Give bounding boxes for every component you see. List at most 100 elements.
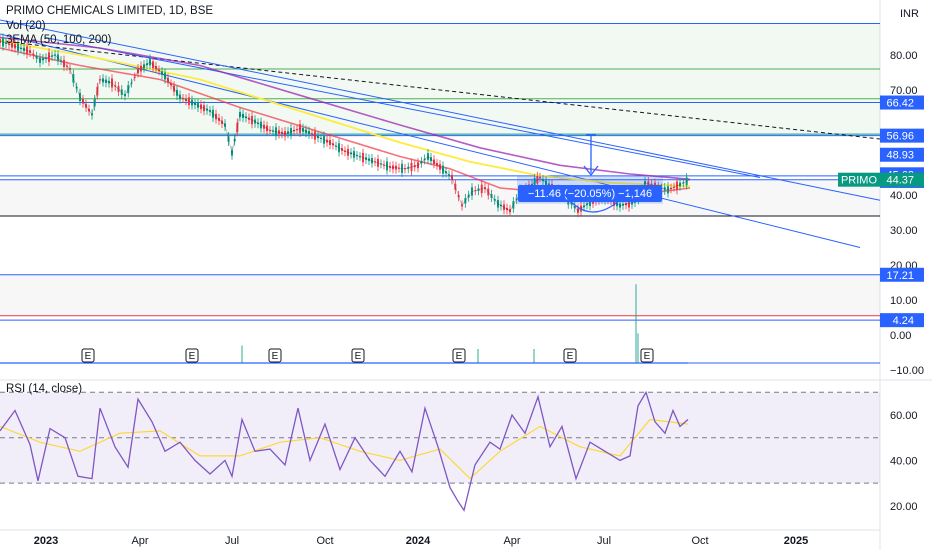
earnings-marker[interactable]: E <box>268 348 282 363</box>
candle-body <box>685 177 688 186</box>
chart-title: PRIMO CHEMICALS LIMITED, 1D, BSE <box>6 5 214 17</box>
candle-body <box>410 162 413 172</box>
price-level-label-bg <box>880 147 924 162</box>
earnings-badge[interactable] <box>351 348 365 363</box>
candle-body <box>586 203 588 206</box>
volume-legend: Vol (20) <box>6 20 46 32</box>
candle-body <box>619 203 621 208</box>
earnings-marker[interactable]: E <box>640 348 654 363</box>
candle-body <box>120 89 123 95</box>
candle-body <box>439 164 441 170</box>
candle-body <box>314 131 316 140</box>
level-layer <box>0 23 880 364</box>
candle-body <box>308 130 310 135</box>
candle-body <box>197 102 199 108</box>
measure-label-text: −11.46 (−20.05%) −1,146 <box>528 188 652 200</box>
price-level-label: 66.42 <box>880 95 924 110</box>
candle-body <box>625 203 627 206</box>
earnings-letter: E <box>567 351 574 362</box>
candle-body <box>26 46 28 55</box>
candle-body <box>404 168 406 170</box>
candle-body <box>194 102 196 106</box>
time-tick-label: 2025 <box>784 535 808 547</box>
earnings-badge[interactable] <box>640 348 654 363</box>
candle-body <box>287 131 289 135</box>
candle-body <box>105 79 107 83</box>
earnings-marker[interactable]: E <box>563 348 577 363</box>
candle-body <box>377 158 379 167</box>
candle-body <box>85 103 87 108</box>
measure-label-bg <box>518 185 662 202</box>
candle-body <box>471 187 473 196</box>
price-tick-label: 0.00 <box>890 330 911 342</box>
price-level-label: 56.96 <box>880 128 924 143</box>
candle-body <box>108 80 110 84</box>
earnings-badge[interactable] <box>563 348 577 363</box>
candle-body <box>616 201 618 207</box>
price-tick-label: 30.00 <box>890 225 918 237</box>
candle-body <box>8 43 10 45</box>
candle-body <box>676 181 678 191</box>
earnings-badge[interactable] <box>452 348 466 363</box>
candle-body <box>484 187 486 189</box>
earnings-badge[interactable] <box>268 348 282 363</box>
candle-body <box>539 176 541 179</box>
price-tick-label: −10.00 <box>890 365 924 377</box>
candle-body <box>91 113 93 116</box>
candle-body <box>130 82 133 84</box>
earnings-marker[interactable]: E <box>185 348 199 363</box>
candle-body <box>149 58 151 66</box>
candle-body <box>179 94 181 100</box>
price-level-label-text: 17.21 <box>886 270 914 282</box>
earnings-badge[interactable] <box>81 348 95 363</box>
candle-body <box>236 122 239 132</box>
earnings-marker[interactable]: E <box>351 348 365 363</box>
earnings-letter: E <box>189 351 196 362</box>
candle-body <box>188 97 190 106</box>
earnings-marker[interactable]: E <box>452 348 466 363</box>
candle-body <box>296 129 298 131</box>
candle-body <box>490 193 493 198</box>
earnings-letter: E <box>355 351 362 362</box>
candle-body <box>284 131 286 137</box>
candle-body <box>353 151 355 158</box>
candle-body <box>93 99 96 107</box>
candle-body <box>344 150 346 152</box>
candle-body <box>39 57 41 64</box>
rsi-ma-line <box>0 418 689 480</box>
candle-body <box>200 104 202 110</box>
time-tick-label: Apr <box>131 535 148 547</box>
candle-body <box>102 78 104 83</box>
candle-body <box>182 98 184 100</box>
candle-body <box>347 148 349 156</box>
candle-body <box>631 200 633 205</box>
candle-body <box>359 156 361 158</box>
candle-body <box>248 117 250 120</box>
candle-body <box>2 37 4 47</box>
earnings-marker[interactable]: E <box>81 348 95 363</box>
time-tick-label: Oct <box>316 535 333 547</box>
candle-body <box>233 138 236 142</box>
candle-body <box>622 203 624 206</box>
earnings-badge[interactable] <box>185 348 199 363</box>
candle-body <box>17 43 19 52</box>
candle-body <box>457 195 460 198</box>
candle-body <box>442 165 444 174</box>
trend-layer <box>0 19 881 248</box>
candle-body <box>350 152 352 155</box>
candle-body <box>176 89 178 96</box>
time-tick-label: 2024 <box>406 535 431 547</box>
candle-body <box>302 127 304 132</box>
candle-body <box>99 79 101 81</box>
candle-body <box>332 143 334 146</box>
candle-body <box>628 199 630 208</box>
candle-body <box>427 153 429 160</box>
candle-body <box>467 194 470 198</box>
candle-body <box>480 184 483 194</box>
candle-body <box>477 188 480 191</box>
candle-body <box>389 166 391 168</box>
candle-body <box>380 163 382 165</box>
candle-body <box>66 65 68 67</box>
candle-body <box>48 52 50 62</box>
